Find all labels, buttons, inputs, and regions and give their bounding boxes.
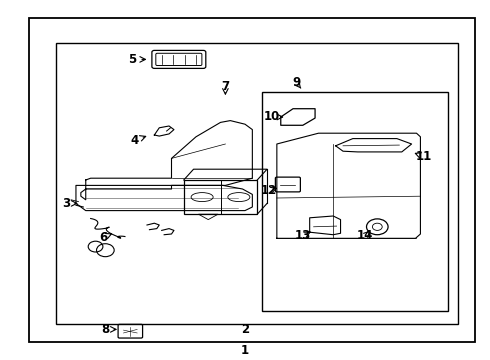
Text: 10: 10 [264,111,280,123]
Text: 13: 13 [294,229,311,242]
Text: 6: 6 [99,231,107,244]
Text: 12: 12 [260,184,277,197]
Text: 9: 9 [293,76,300,89]
Text: 2: 2 [241,323,249,336]
Text: 11: 11 [416,150,432,163]
Text: 7: 7 [221,80,229,93]
Text: 1: 1 [241,345,249,357]
Text: 8: 8 [101,323,109,336]
Text: 3: 3 [62,197,70,210]
Text: 5: 5 [128,53,136,66]
Text: 4: 4 [131,134,139,147]
Text: 14: 14 [357,229,373,242]
